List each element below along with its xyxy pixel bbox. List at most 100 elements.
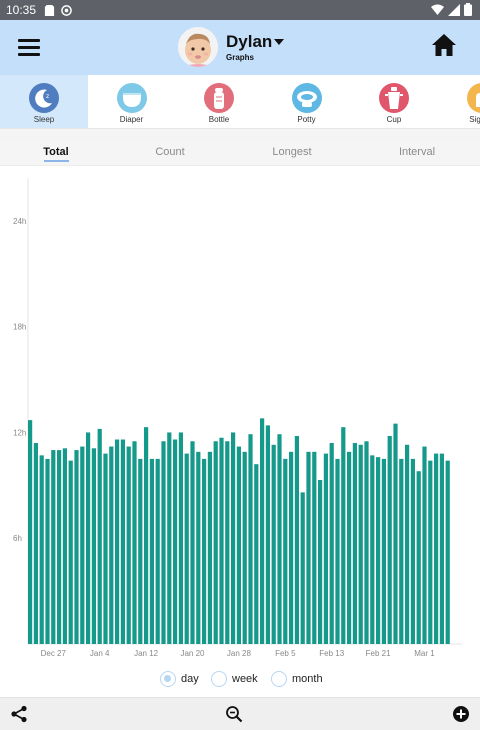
bar[interactable] bbox=[289, 451, 294, 644]
bar[interactable] bbox=[184, 453, 189, 644]
bar[interactable] bbox=[149, 458, 154, 644]
bar[interactable] bbox=[260, 418, 265, 644]
bar[interactable] bbox=[393, 423, 398, 644]
bar[interactable] bbox=[45, 458, 50, 644]
bar[interactable] bbox=[422, 446, 427, 644]
bar[interactable] bbox=[439, 453, 444, 644]
bar[interactable] bbox=[219, 437, 224, 644]
bar[interactable] bbox=[86, 432, 91, 644]
bar[interactable] bbox=[381, 458, 386, 644]
bar[interactable] bbox=[265, 425, 270, 644]
bar[interactable] bbox=[115, 439, 120, 645]
tab-longest[interactable]: Longest bbox=[272, 146, 312, 158]
bar[interactable] bbox=[109, 446, 114, 644]
bar[interactable] bbox=[341, 427, 346, 644]
avatar[interactable] bbox=[178, 27, 218, 67]
bar[interactable] bbox=[312, 451, 317, 644]
bar[interactable] bbox=[155, 458, 160, 644]
category-diaper[interactable]: Diaper bbox=[88, 75, 176, 128]
bar[interactable] bbox=[190, 441, 195, 644]
profile-name[interactable]: Dylan bbox=[226, 32, 273, 51]
bar[interactable] bbox=[277, 434, 282, 644]
bar[interactable] bbox=[405, 444, 410, 644]
bar[interactable] bbox=[242, 451, 247, 644]
bar[interactable] bbox=[91, 448, 96, 644]
bar[interactable] bbox=[231, 432, 236, 644]
category-sleep[interactable]: z Sleep bbox=[0, 75, 88, 128]
bar[interactable] bbox=[126, 446, 131, 644]
home-button[interactable] bbox=[431, 32, 457, 58]
bar[interactable] bbox=[97, 428, 102, 644]
bar[interactable] bbox=[434, 453, 439, 644]
bar[interactable] bbox=[132, 441, 137, 644]
add-entry-button[interactable] bbox=[452, 705, 470, 723]
bar[interactable] bbox=[80, 446, 85, 644]
bar[interactable] bbox=[144, 427, 149, 644]
bar[interactable] bbox=[352, 443, 357, 644]
bar[interactable] bbox=[387, 435, 392, 644]
tab-count[interactable]: Count bbox=[155, 146, 185, 158]
bar[interactable] bbox=[138, 458, 143, 644]
category-potty[interactable]: Potty bbox=[263, 75, 351, 128]
bar[interactable] bbox=[300, 492, 305, 644]
bar[interactable] bbox=[103, 453, 108, 644]
bar[interactable] bbox=[51, 450, 56, 644]
category-bottle[interactable]: Bottle bbox=[175, 75, 263, 128]
bar[interactable] bbox=[283, 458, 288, 644]
bar[interactable] bbox=[39, 455, 44, 644]
bar[interactable] bbox=[329, 443, 334, 644]
range-radio-month[interactable] bbox=[271, 671, 287, 687]
zoom-out-button[interactable] bbox=[225, 705, 243, 723]
bar[interactable] bbox=[335, 458, 340, 644]
bar[interactable] bbox=[62, 448, 67, 644]
range-radio-week[interactable] bbox=[211, 671, 227, 687]
bar[interactable] bbox=[173, 439, 178, 645]
range-label-week[interactable]: week bbox=[232, 673, 258, 685]
bar[interactable] bbox=[196, 451, 201, 644]
range-radio-day[interactable] bbox=[160, 671, 176, 687]
bar[interactable] bbox=[370, 455, 375, 644]
bar[interactable] bbox=[364, 441, 369, 644]
status-icons bbox=[431, 3, 472, 16]
bar[interactable] bbox=[57, 450, 62, 644]
bar[interactable] bbox=[28, 420, 33, 644]
range-label-month[interactable]: month bbox=[292, 673, 323, 685]
tab-interval[interactable]: Interval bbox=[398, 146, 436, 158]
bar[interactable] bbox=[254, 464, 259, 644]
bar[interactable] bbox=[347, 451, 352, 644]
bar[interactable] bbox=[318, 480, 323, 644]
bar[interactable] bbox=[213, 441, 218, 644]
bar[interactable] bbox=[120, 439, 125, 645]
bar[interactable] bbox=[161, 441, 166, 644]
bar[interactable] bbox=[225, 441, 230, 644]
category-sign-la[interactable]: Sign la bbox=[438, 75, 480, 128]
bar[interactable] bbox=[271, 444, 276, 644]
bar[interactable] bbox=[376, 457, 381, 644]
bar[interactable] bbox=[445, 460, 450, 644]
spacer bbox=[0, 129, 480, 140]
profile-dropdown-icon[interactable] bbox=[274, 39, 284, 45]
y-tick-label: 24h bbox=[13, 217, 26, 226]
bar[interactable] bbox=[428, 460, 433, 644]
bar[interactable] bbox=[410, 458, 415, 644]
bar[interactable] bbox=[68, 460, 73, 644]
bar[interactable] bbox=[207, 451, 212, 644]
bar[interactable] bbox=[236, 446, 241, 644]
bar[interactable] bbox=[399, 458, 404, 644]
bar[interactable] bbox=[323, 453, 328, 644]
bar[interactable] bbox=[248, 434, 253, 644]
share-button[interactable] bbox=[10, 705, 28, 723]
bar[interactable] bbox=[358, 444, 363, 644]
tab-total[interactable]: Total bbox=[43, 146, 69, 158]
bar[interactable] bbox=[74, 450, 79, 644]
bar[interactable] bbox=[294, 435, 299, 644]
bar[interactable] bbox=[33, 443, 38, 644]
bar[interactable] bbox=[202, 458, 207, 644]
bar[interactable] bbox=[416, 471, 421, 644]
menu-button[interactable] bbox=[16, 36, 42, 58]
category-cup[interactable]: Cup bbox=[350, 75, 438, 128]
bar[interactable] bbox=[306, 451, 311, 644]
range-label-day[interactable]: day bbox=[181, 673, 199, 685]
bar[interactable] bbox=[178, 432, 183, 644]
bar[interactable] bbox=[167, 432, 172, 644]
